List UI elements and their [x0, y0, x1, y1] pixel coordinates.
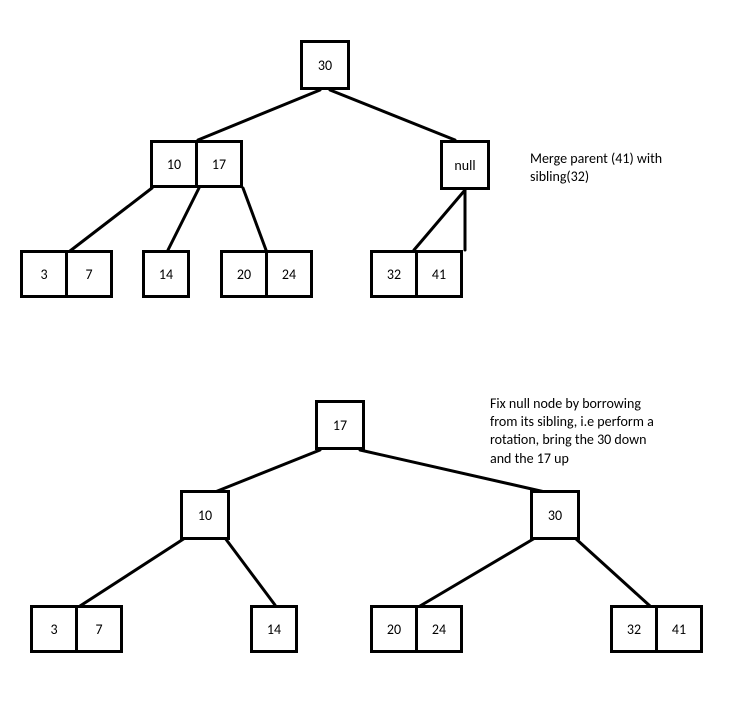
cell-label: 20: [387, 621, 401, 638]
cell-label: 41: [432, 266, 446, 283]
cell-label: 3: [50, 621, 57, 638]
t1-leaf-3: 20 24: [220, 250, 313, 298]
t1-leaf-1-cell-1: 7: [65, 250, 113, 298]
t1-left-internal: 10 17: [150, 140, 243, 188]
cell-label: 20: [237, 266, 251, 283]
cell-label: 32: [387, 266, 401, 283]
cell-label: 3: [40, 266, 47, 283]
t2-right-internal: 30: [530, 490, 580, 540]
t2-leaf-4-cell-0: 32: [610, 605, 658, 653]
cell-label: 24: [432, 621, 446, 638]
t1-root-value: 30: [318, 57, 332, 74]
t1-left-internal-cell-0: 10: [150, 140, 198, 188]
t1-leaf-2-value: 14: [159, 266, 173, 283]
t2-caption: Fix null node by borrowing from its sibl…: [490, 395, 700, 468]
t1-leaf-1: 3 7: [20, 250, 113, 298]
t1-leaf-4-cell-1: 41: [415, 250, 463, 298]
t1-leaf-4-cell-0: 32: [370, 250, 418, 298]
t1-leaf-1-cell-0: 3: [20, 250, 68, 298]
t2-leaf-3: 20 24: [370, 605, 463, 653]
t1-right-internal-value: null: [454, 157, 475, 174]
t2-leaf-4-cell-1: 41: [655, 605, 703, 653]
t2-leaf-2-value: 14: [267, 621, 281, 638]
cell-label: 7: [95, 621, 102, 638]
cell-label: 24: [282, 266, 296, 283]
cell-label: 41: [672, 621, 686, 638]
t2-leaf-1-cell-1: 7: [75, 605, 123, 653]
t2-leaf-4: 32 41: [610, 605, 703, 653]
t2-leaf-3-cell-1: 24: [415, 605, 463, 653]
t1-caption: Merge parent (41) with sibling(32): [530, 150, 662, 186]
t2-root: 17: [315, 400, 365, 450]
t1-left-internal-cell-1: 17: [195, 140, 243, 188]
t1-root: 30: [300, 40, 350, 90]
cell-label: 10: [167, 156, 181, 173]
t2-leaf-2: 14: [250, 605, 298, 653]
cell-label: 32: [627, 621, 641, 638]
t2-left-internal-value: 10: [198, 507, 212, 524]
cell-label: 17: [212, 156, 226, 173]
t1-leaf-3-cell-0: 20: [220, 250, 268, 298]
t1-leaf-3-cell-1: 24: [265, 250, 313, 298]
t2-leaf-3-cell-0: 20: [370, 605, 418, 653]
cell-label: 7: [85, 266, 92, 283]
t1-right-internal: null: [440, 140, 490, 190]
t1-leaf-2: 14: [142, 250, 190, 298]
t2-leaf-1: 3 7: [30, 605, 123, 653]
t2-leaf-1-cell-0: 3: [30, 605, 78, 653]
t2-root-value: 17: [333, 417, 347, 434]
t2-left-internal: 10: [180, 490, 230, 540]
t2-right-internal-value: 30: [548, 507, 562, 524]
t1-leaf-4: 32 41: [370, 250, 463, 298]
